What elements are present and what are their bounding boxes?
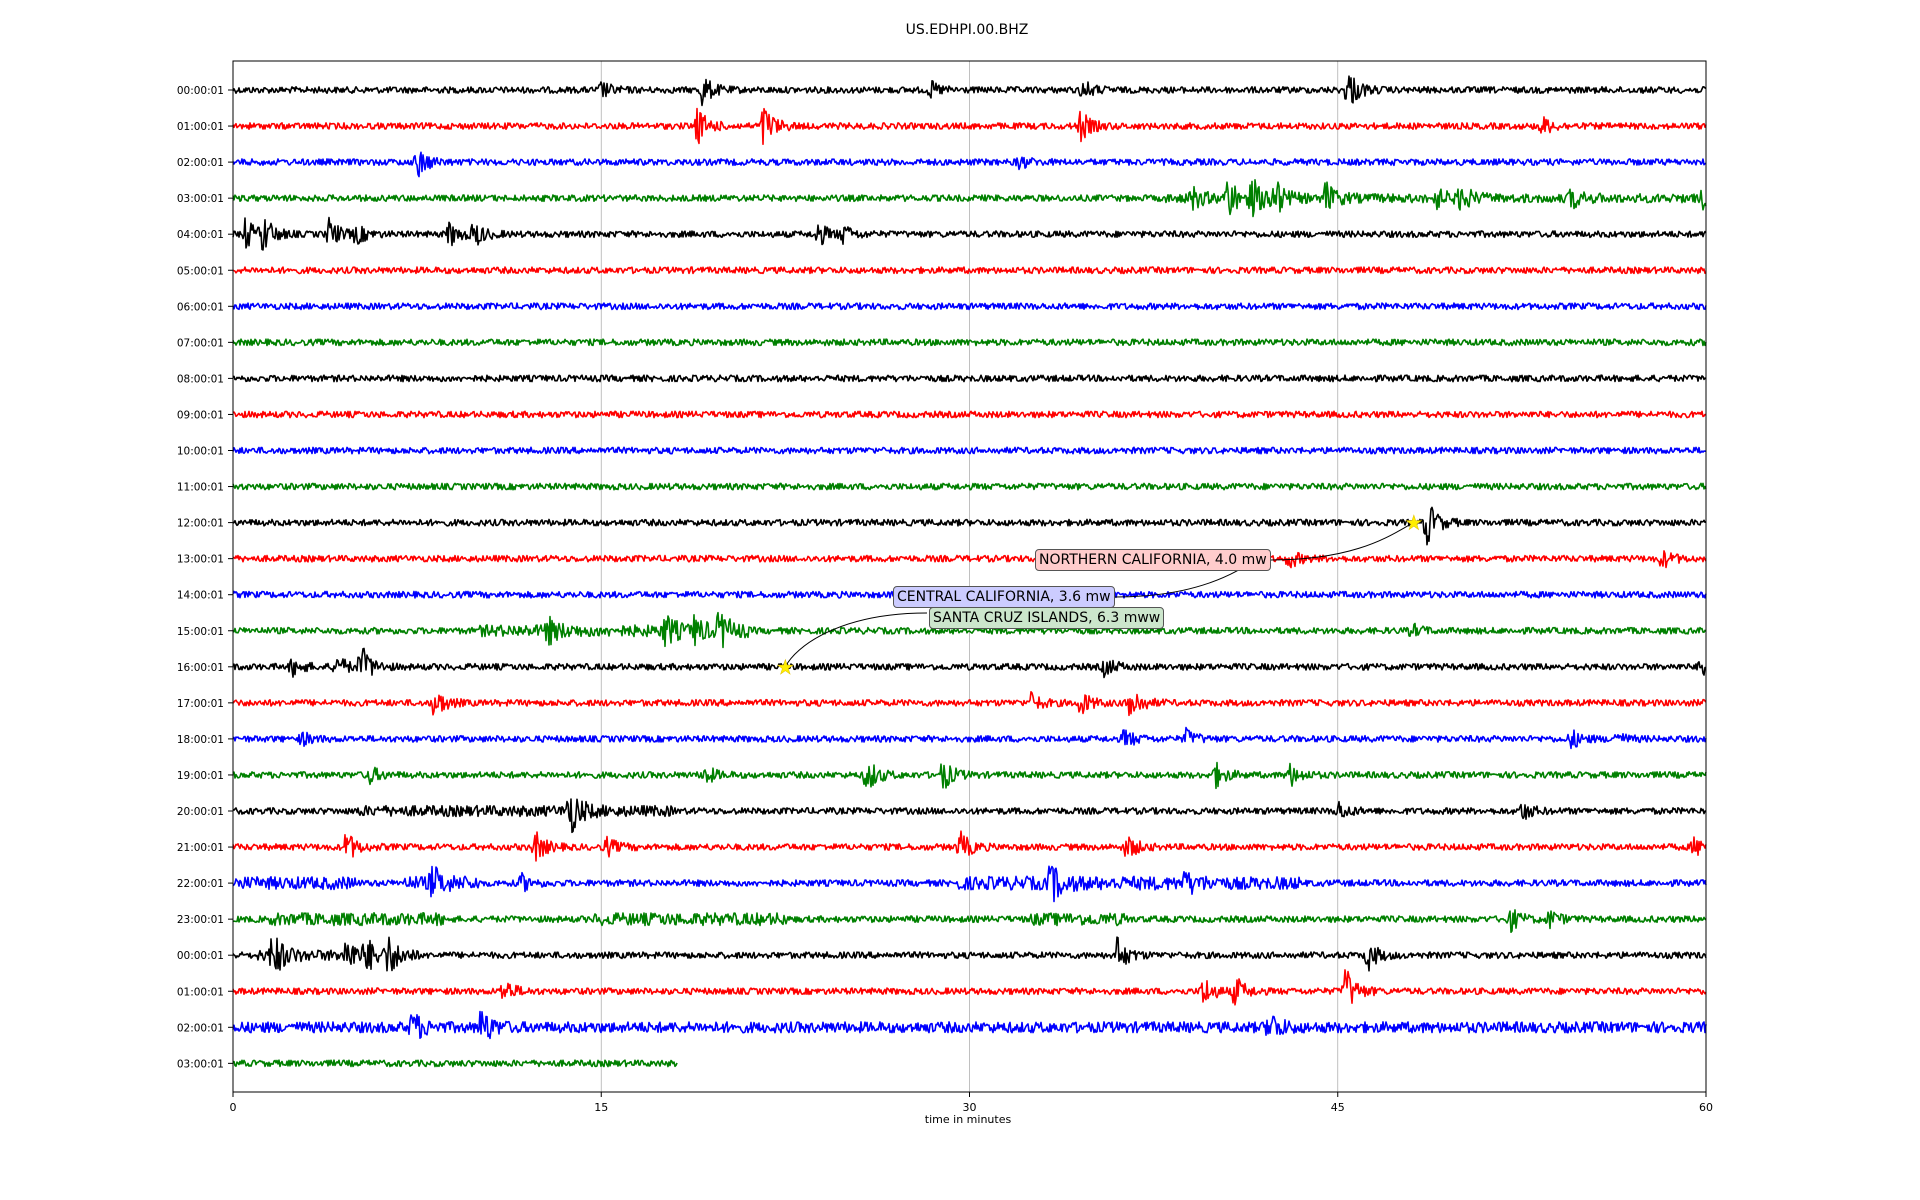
trace-rows (232, 75, 1707, 1068)
trace-row (233, 374, 1707, 383)
trace-row (232, 830, 1707, 862)
x-tick-label: 0 (230, 1101, 237, 1114)
row-time-label: 10:00:01 (177, 446, 224, 458)
row-time-label: 00:00:01 (177, 950, 224, 962)
trace-row (232, 338, 1707, 347)
x-tick-label: 30 (963, 1101, 977, 1114)
row-time-label: 17:00:01 (177, 698, 224, 710)
trace-row (232, 506, 1707, 546)
row-time-label: 01:00:01 (177, 121, 224, 133)
trace-row (232, 909, 1707, 933)
trace-row (232, 969, 1707, 1006)
trace-row (232, 798, 1707, 834)
trace-row (232, 761, 1707, 790)
chart-title: US.EDHPI.00.BHZ (906, 22, 1029, 38)
row-time-label: 08:00:01 (177, 373, 224, 385)
event-connector (784, 612, 928, 668)
row-time-label: 00:00:01 (177, 85, 224, 97)
x-tick-label: 15 (594, 1101, 608, 1114)
trace-row (232, 865, 1707, 903)
trace-row (232, 726, 1707, 750)
trace-row (232, 75, 1707, 107)
trace-row (232, 410, 1707, 419)
event-star-icon: ★ (1405, 511, 1423, 535)
event-star-icon: ★ (776, 655, 794, 679)
vertical-grid (600, 61, 1339, 1092)
trace-row (232, 1059, 678, 1068)
trace-row (232, 179, 1707, 218)
row-time-label: 03:00:01 (177, 193, 224, 205)
trace-row (232, 550, 1707, 569)
trace-row (232, 691, 1707, 717)
event-label-box: SANTA CRUZ ISLANDS, 6.3 mww (929, 607, 1165, 629)
row-time-label: 06:00:01 (177, 301, 224, 313)
trace-row (232, 151, 1707, 178)
row-time-label: 18:00:01 (177, 734, 224, 746)
row-time-label: 02:00:01 (177, 157, 224, 169)
x-axis-ticks: 0 15 30 45 60 (230, 1092, 1713, 1114)
row-time-label: 01:00:01 (177, 986, 224, 998)
row-time-label: 05:00:01 (177, 265, 224, 277)
row-time-label: 11:00:01 (177, 482, 224, 494)
trace-row (232, 647, 1706, 679)
trace-row (232, 611, 1707, 649)
trace-row (232, 266, 1707, 275)
x-axis-label: time in minutes (925, 1113, 1012, 1126)
trace-row (232, 936, 1707, 972)
trace-row (232, 482, 1707, 491)
x-tick-label: 60 (1699, 1101, 1713, 1114)
row-time-label: 13:00:01 (177, 554, 224, 566)
event-label-box: CENTRAL CALIFORNIA, 3.6 mw (893, 586, 1115, 608)
row-time-label: 21:00:01 (177, 842, 224, 854)
trace-row (232, 1010, 1707, 1040)
event-label-box: NORTHERN CALIFORNIA, 4.0 mw (1035, 549, 1271, 571)
trace-row (232, 446, 1706, 455)
row-time-label: 22:00:01 (177, 878, 224, 890)
row-time-label: 12:00:01 (177, 518, 224, 530)
row-time-label: 19:00:01 (177, 770, 224, 782)
row-time-label: 14:00:01 (177, 590, 224, 602)
trace-row (232, 302, 1707, 311)
row-time-label: 16:00:01 (177, 662, 224, 674)
trace-row (232, 107, 1707, 145)
row-time-label: 07:00:01 (177, 337, 224, 349)
row-time-label: 09:00:01 (177, 409, 224, 421)
row-time-label: 15:00:01 (177, 626, 224, 638)
event-connector (1270, 522, 1415, 561)
row-time-label: 23:00:01 (177, 914, 224, 926)
row-time-label: 20:00:01 (177, 806, 224, 818)
row-time-label: 04:00:01 (177, 229, 224, 241)
x-tick-label: 45 (1331, 1101, 1345, 1114)
row-time-labels: 00:00:01 01:00:01 02:00:01 03:00:01 04:00:01… (177, 85, 233, 1070)
row-time-label: 02:00:01 (177, 1022, 224, 1034)
row-time-label: 03:00:01 (177, 1058, 224, 1070)
trace-row (232, 216, 1707, 251)
